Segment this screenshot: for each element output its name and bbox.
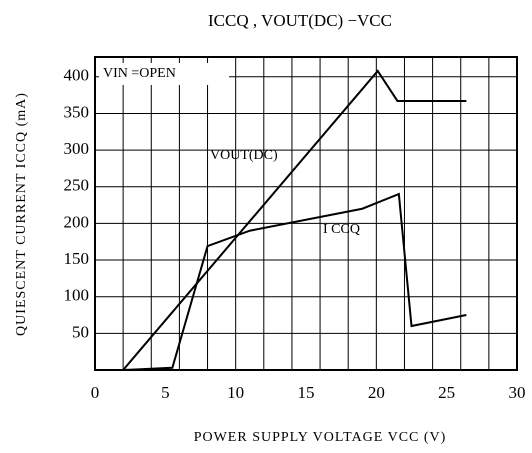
x-tick-label: 5 bbox=[161, 383, 170, 402]
y-tick-label: 250 bbox=[64, 176, 90, 195]
annotation-box bbox=[99, 63, 229, 85]
y-tick-label: 200 bbox=[64, 212, 90, 231]
annotation: VIN =OPEN bbox=[103, 66, 176, 81]
x-tick-label: 15 bbox=[298, 383, 315, 402]
annotation: I CCQ bbox=[323, 222, 360, 237]
x-tick-label: 25 bbox=[438, 383, 455, 402]
x-tick-label: 20 bbox=[368, 383, 385, 402]
plot-frame bbox=[94, 56, 518, 371]
x-tick-label: 0 bbox=[91, 383, 100, 402]
line-series bbox=[95, 192, 467, 371]
x-axis-label: POWER SUPPLY VOLTAGE VCC (V) bbox=[194, 430, 447, 445]
y-tick-label: 100 bbox=[64, 286, 90, 305]
y-tick-label: 400 bbox=[64, 66, 90, 85]
x-tick-label: 30 bbox=[509, 383, 526, 402]
x-tick-label: 10 bbox=[227, 383, 244, 402]
y-tick-label: 350 bbox=[64, 102, 90, 121]
y-tick-label: 150 bbox=[64, 249, 90, 268]
chart-title: ICCQ , VOUT(DC) −VCC bbox=[208, 11, 392, 30]
y-tick-label: 50 bbox=[72, 322, 89, 341]
annotation: VOUT(DC) bbox=[210, 148, 278, 163]
y-axis-label: QUIESCENT CURRENT ICCQ (mA) bbox=[14, 92, 29, 336]
y-tick-label: 300 bbox=[64, 139, 90, 158]
plot: 50 100 150 200 250 300 350 400 0 5 10 15 20 25 30 bbox=[64, 56, 526, 402]
